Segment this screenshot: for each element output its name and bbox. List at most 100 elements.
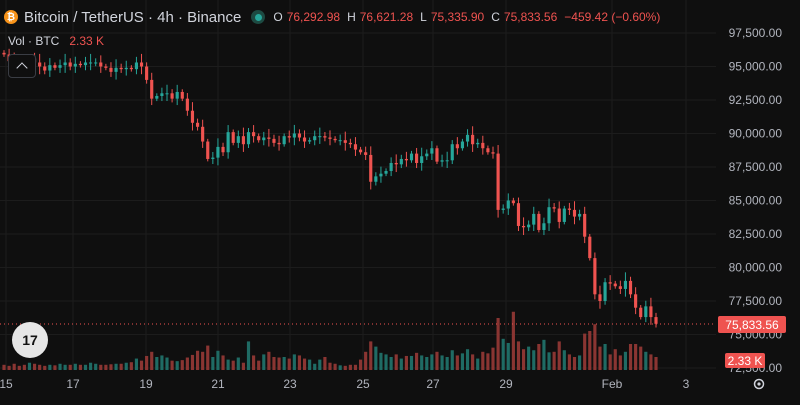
volume-bar	[83, 364, 88, 370]
tradingview-logo[interactable]: 17	[12, 322, 48, 358]
candle-body	[496, 153, 500, 210]
candle-body	[165, 93, 169, 95]
candle-body	[119, 67, 123, 70]
market-status-icon[interactable]	[251, 10, 266, 24]
volume-bar	[460, 353, 465, 370]
candle-body	[68, 62, 72, 67]
volume-bar	[603, 344, 607, 370]
candle-body	[170, 93, 174, 99]
time-tick-label: 29	[499, 377, 513, 391]
candle-body	[608, 282, 612, 284]
volume-bar	[557, 341, 561, 370]
candle-body	[328, 137, 332, 139]
volume-bar	[78, 364, 82, 370]
candle-body	[63, 62, 67, 66]
candle-body	[486, 148, 490, 153]
candle-body	[139, 62, 144, 67]
time-tick-label: 3	[683, 377, 690, 391]
volume-bar	[134, 358, 139, 370]
candle-body	[384, 171, 388, 174]
volume-bar	[211, 357, 215, 370]
candle-body	[521, 225, 526, 228]
volume-bar	[252, 355, 256, 370]
volume-bar	[129, 362, 133, 370]
candle-body	[185, 98, 189, 111]
volume-bar	[343, 365, 347, 370]
volume-bar	[277, 357, 281, 370]
volume-bar	[369, 341, 373, 370]
candle-body	[267, 137, 271, 139]
volume-bar	[302, 358, 307, 370]
volume-bar	[22, 364, 26, 370]
volume-legend[interactable]: Vol · BTC 2.33 K	[8, 34, 104, 48]
volume-label: Vol · BTC	[8, 34, 60, 48]
candle-body	[399, 158, 403, 165]
low-label: L	[420, 10, 427, 24]
candle-body	[114, 67, 118, 72]
volume-bar	[32, 363, 37, 370]
candle-body	[211, 157, 215, 159]
time-tick-label: Feb	[602, 377, 623, 391]
chart-legend-header: ₿ Bitcoin / TetherUS · 4h · Binance O 76,…	[4, 6, 663, 28]
volume-bar	[491, 347, 495, 370]
volume-bar	[313, 363, 317, 370]
gear-icon[interactable]	[750, 375, 768, 393]
candle-body	[588, 236, 592, 259]
volume-bar	[262, 354, 266, 370]
volume-bar	[328, 362, 332, 370]
symbol-title[interactable]: Bitcoin / TetherUS · 4h · Binance	[24, 8, 242, 26]
candle-body	[481, 142, 485, 149]
candle-body	[639, 307, 643, 318]
candle-body	[358, 149, 363, 153]
candle-body	[180, 91, 184, 99]
volume-bar	[552, 351, 556, 370]
candle-body	[292, 133, 296, 138]
volume-bar	[649, 354, 653, 370]
candle-body	[471, 134, 475, 145]
candle-body	[221, 146, 225, 153]
open-label: O	[273, 10, 283, 24]
candle-body	[43, 66, 47, 71]
candle-body	[506, 200, 510, 209]
collapse-legend-button[interactable]	[8, 54, 36, 78]
candle-body	[175, 91, 179, 99]
candle-body	[374, 176, 378, 182]
candle-body	[623, 280, 628, 289]
candle-body	[297, 133, 302, 138]
volume-bar	[430, 354, 434, 370]
volume-bar	[318, 359, 322, 370]
candle-body	[343, 140, 347, 143]
candle-body	[282, 136, 286, 145]
close-label: C	[491, 10, 500, 24]
volume-bar	[634, 344, 638, 370]
volume-bars	[2, 311, 658, 370]
volume-bar	[17, 365, 21, 370]
candle-body	[491, 152, 495, 154]
volume-bar	[2, 364, 6, 370]
candle-body	[628, 280, 633, 295]
price-tick-label: 85,000.00	[729, 194, 783, 208]
candle-body	[323, 136, 327, 138]
volume-bar	[358, 359, 363, 370]
candle-body	[89, 62, 93, 64]
volume-bar	[481, 351, 485, 370]
candle-body	[567, 208, 571, 210]
volume-bar	[333, 363, 337, 370]
candle-body	[231, 132, 235, 143]
price-tick-label: 87,500.00	[729, 160, 783, 174]
candle-body	[277, 142, 281, 145]
candle-body	[38, 62, 42, 67]
volume-bar	[338, 365, 342, 370]
volume-bar	[384, 354, 388, 370]
volume-bar	[38, 364, 42, 370]
volume-bar	[506, 342, 510, 370]
candle-body	[379, 173, 383, 177]
volume-bar	[608, 354, 612, 370]
volume-bar	[572, 357, 577, 370]
volume-bar	[455, 355, 459, 370]
candle-body	[532, 213, 536, 225]
volume-bar	[94, 363, 98, 370]
volume-bar	[389, 357, 393, 370]
